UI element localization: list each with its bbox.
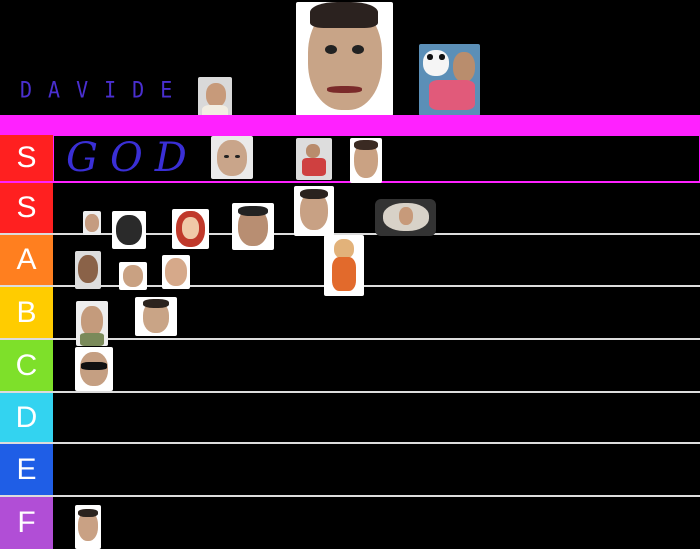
god-tier-photo-1[interactable] — [211, 136, 253, 179]
a-tier-photo-1[interactable] — [75, 251, 101, 289]
tier-separator — [0, 233, 700, 235]
tier-label-a: A — [0, 235, 53, 285]
s-tier-photo-3[interactable] — [172, 209, 209, 249]
c-tier-photo-1[interactable] — [75, 347, 113, 391]
s-tier-photo-1[interactable] — [83, 211, 101, 235]
s-tier-photo-6[interactable] — [375, 199, 436, 236]
tier-separator — [0, 442, 700, 444]
tier-label-b: B — [0, 287, 53, 338]
b-tier-photo-2[interactable] — [135, 297, 177, 336]
davide-handwritten-label: DAVIDE — [20, 76, 189, 104]
tier-label-e: E — [0, 444, 53, 495]
tier-separator — [0, 338, 700, 340]
tier-separator — [0, 495, 700, 497]
s-tier-photo-5[interactable] — [294, 186, 334, 236]
god-tier-photo-2[interactable] — [296, 138, 332, 180]
highlight-band — [0, 115, 700, 135]
tier-separator — [0, 391, 700, 393]
f-tier-photo-1[interactable] — [75, 505, 101, 549]
tier-label-c: C — [0, 340, 53, 391]
tier-label-s-god: S — [0, 135, 53, 181]
a-tier-photo-2[interactable] — [119, 262, 147, 290]
tier-label-d: D — [0, 393, 53, 442]
header-photo-panda-selfie[interactable] — [419, 44, 480, 116]
tier-label-f: F — [0, 497, 53, 549]
a-tier-photo-4[interactable] — [324, 235, 364, 296]
s-tier-photo-4[interactable] — [232, 203, 274, 250]
god-tier-photo-3[interactable] — [350, 138, 382, 183]
s-tier-photo-2[interactable] — [112, 211, 146, 249]
b-tier-photo-1[interactable] — [76, 301, 108, 346]
a-tier-photo-3[interactable] — [162, 255, 190, 289]
god-handwritten-label: GOD — [66, 135, 199, 181]
header-photo-big-face[interactable] — [296, 2, 393, 116]
tier-label-s: S — [0, 183, 53, 233]
